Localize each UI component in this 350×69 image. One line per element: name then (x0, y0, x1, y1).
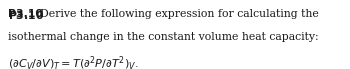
Text: P3.10: P3.10 (8, 9, 43, 19)
Text: P3.10   Derive the following expression for calculating the: P3.10 Derive the following expression fo… (8, 9, 329, 19)
Text: $(\partial C_V/\partial V)_T = T(\partial^2 P/\partial T^2)_V.$: $(\partial C_V/\partial V)_T = T(\partia… (8, 55, 139, 69)
Text: $\mathbf{P3.10}$: $\mathbf{P3.10}$ (8, 9, 44, 21)
Text: Derive the following expression for calculating the: Derive the following expression for calc… (40, 9, 319, 19)
Text: isothermal change in the constant volume heat capacity:: isothermal change in the constant volume… (8, 32, 318, 42)
